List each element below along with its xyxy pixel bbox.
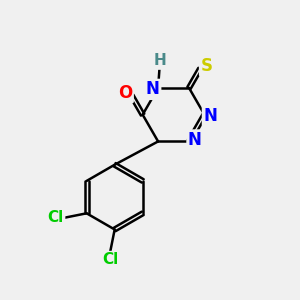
Text: Cl: Cl (102, 252, 119, 267)
Text: Cl: Cl (48, 210, 64, 225)
Text: H: H (153, 53, 166, 68)
Text: N: N (146, 80, 160, 98)
Text: O: O (118, 84, 132, 102)
Text: N: N (203, 107, 217, 125)
Text: N: N (188, 131, 202, 149)
Text: S: S (200, 57, 212, 75)
